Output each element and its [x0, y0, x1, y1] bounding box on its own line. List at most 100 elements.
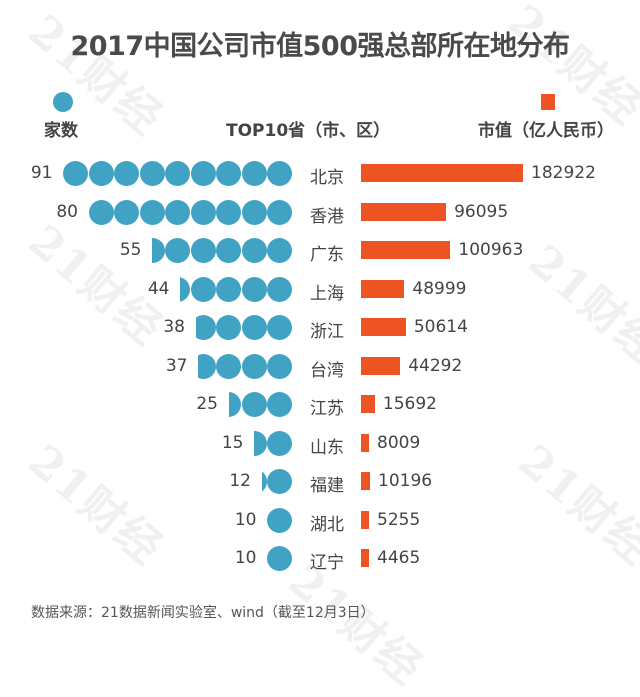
company-circle-icon [139, 199, 165, 225]
company-count: 55 [119, 240, 142, 260]
company-circle-icon [241, 199, 267, 225]
company-count: 91 [30, 163, 53, 183]
partial-company-circle-icon [195, 315, 216, 340]
market-value-bar [361, 549, 369, 567]
company-count: 25 [196, 394, 218, 414]
chart-row: 38 浙江 50614 [0, 308, 640, 347]
partial-company-circle-icon [152, 238, 165, 263]
company-circle-icon [267, 276, 292, 302]
market-value-bar [361, 202, 447, 221]
category-axis-label: TOP10省（市、区） [226, 121, 391, 141]
count-legend-circle-icon [53, 92, 73, 112]
company-circle-icon [88, 161, 114, 186]
count-pictogram [63, 161, 292, 186]
market-value-label: 50614 [413, 317, 468, 337]
region-label: 辽宁 [310, 553, 344, 573]
market-value-bar [361, 241, 451, 259]
company-count: 15 [221, 432, 244, 453]
count-pictogram [88, 199, 292, 225]
company-circle-icon [165, 199, 190, 225]
company-circle-icon [165, 161, 190, 186]
company-circle-icon [88, 199, 114, 225]
company-circle-icon [114, 161, 139, 186]
company-circle-icon [267, 353, 292, 379]
company-count: 10 [234, 509, 257, 530]
market-value-label: 15692 [382, 394, 437, 414]
partial-company-circle-icon [180, 276, 190, 302]
company-circle-icon [241, 353, 267, 379]
company-circle-icon [216, 276, 241, 302]
company-circle-icon [267, 161, 292, 186]
market-value-label: 44292 [408, 355, 463, 376]
company-circle-icon [267, 238, 292, 263]
company-circle-icon [216, 199, 241, 225]
company-circle-icon [267, 199, 292, 225]
count-pictogram [261, 469, 292, 494]
data-source-note: 数据来源：21数据新闻实验室、wind（截至12月3日） [31, 605, 375, 621]
company-circle-icon [165, 238, 190, 263]
region-label: 江苏 [310, 399, 344, 419]
count-pictogram [180, 276, 292, 302]
company-count: 44 [147, 278, 170, 299]
market-value-bar [361, 510, 369, 529]
chart-row: 12 福建 10196 [0, 462, 640, 501]
partial-company-circle-icon [261, 469, 267, 494]
chart-row: 10 辽宁 4465 [0, 539, 640, 578]
partial-company-circle-icon [254, 430, 267, 456]
company-circle-icon [241, 276, 267, 302]
market-value-label: 8009 [377, 432, 421, 453]
company-circle-icon [241, 238, 267, 263]
count-legend-label: 家数 [44, 121, 78, 141]
market-value-label: 182922 [531, 163, 596, 183]
chart-rows: 91 北京 182922 80 香港 96095 55 广东 100963 44 上海 48999 38… [0, 154, 640, 578]
company-circle-icon [190, 276, 216, 302]
region-label: 浙江 [310, 322, 344, 342]
value-legend-label: 市值（亿人民币） [478, 121, 614, 141]
company-circle-icon [190, 238, 216, 263]
market-value-bar [361, 472, 371, 490]
chart-row: 25 江苏 15692 [0, 385, 640, 424]
chart-title: 2017中国公司市值500强总部所在地分布 [70, 31, 570, 62]
company-count: 12 [229, 471, 251, 491]
region-label: 湖北 [310, 514, 344, 535]
market-value-label: 10196 [378, 471, 433, 491]
company-circle-icon [267, 546, 292, 571]
company-circle-icon [241, 315, 267, 340]
watermark-text: 21财经 [19, 5, 173, 146]
count-pictogram [267, 507, 292, 533]
chart-row: 44 上海 48999 [0, 270, 640, 309]
company-circle-icon [216, 161, 241, 186]
company-circle-icon [114, 199, 139, 225]
company-count: 37 [165, 355, 188, 376]
company-circle-icon [267, 469, 292, 494]
count-pictogram [228, 392, 292, 417]
partial-company-circle-icon [198, 353, 216, 379]
company-circle-icon [190, 199, 216, 225]
chart-row: 10 湖北 5255 [0, 501, 640, 540]
market-value-bar [361, 433, 369, 452]
chart-row: 55 广东 100963 [0, 231, 640, 270]
market-value-bar [361, 356, 401, 375]
market-value-label: 100963 [458, 240, 524, 260]
company-circle-icon [139, 161, 165, 186]
count-pictogram [267, 546, 292, 571]
chart-row: 91 北京 182922 [0, 154, 640, 193]
partial-company-circle-icon [228, 392, 242, 417]
value-legend-square-icon [541, 94, 555, 110]
company-circle-icon [216, 238, 241, 263]
region-label: 广东 [310, 245, 344, 265]
company-circle-icon [241, 161, 267, 186]
company-count: 80 [56, 201, 78, 222]
company-circle-icon [216, 353, 241, 379]
company-count: 10 [234, 548, 257, 568]
market-value-bar [361, 395, 375, 413]
market-value-bar [361, 318, 406, 336]
market-value-label: 5255 [377, 509, 421, 530]
region-label: 北京 [310, 168, 344, 188]
chart-row: 80 香港 96095 [0, 193, 640, 232]
company-circle-icon [63, 161, 88, 186]
chart-row: 15 山东 8009 [0, 424, 640, 463]
market-value-label: 4465 [377, 548, 421, 568]
region-label: 香港 [310, 206, 344, 227]
market-value-label: 48999 [412, 278, 467, 299]
